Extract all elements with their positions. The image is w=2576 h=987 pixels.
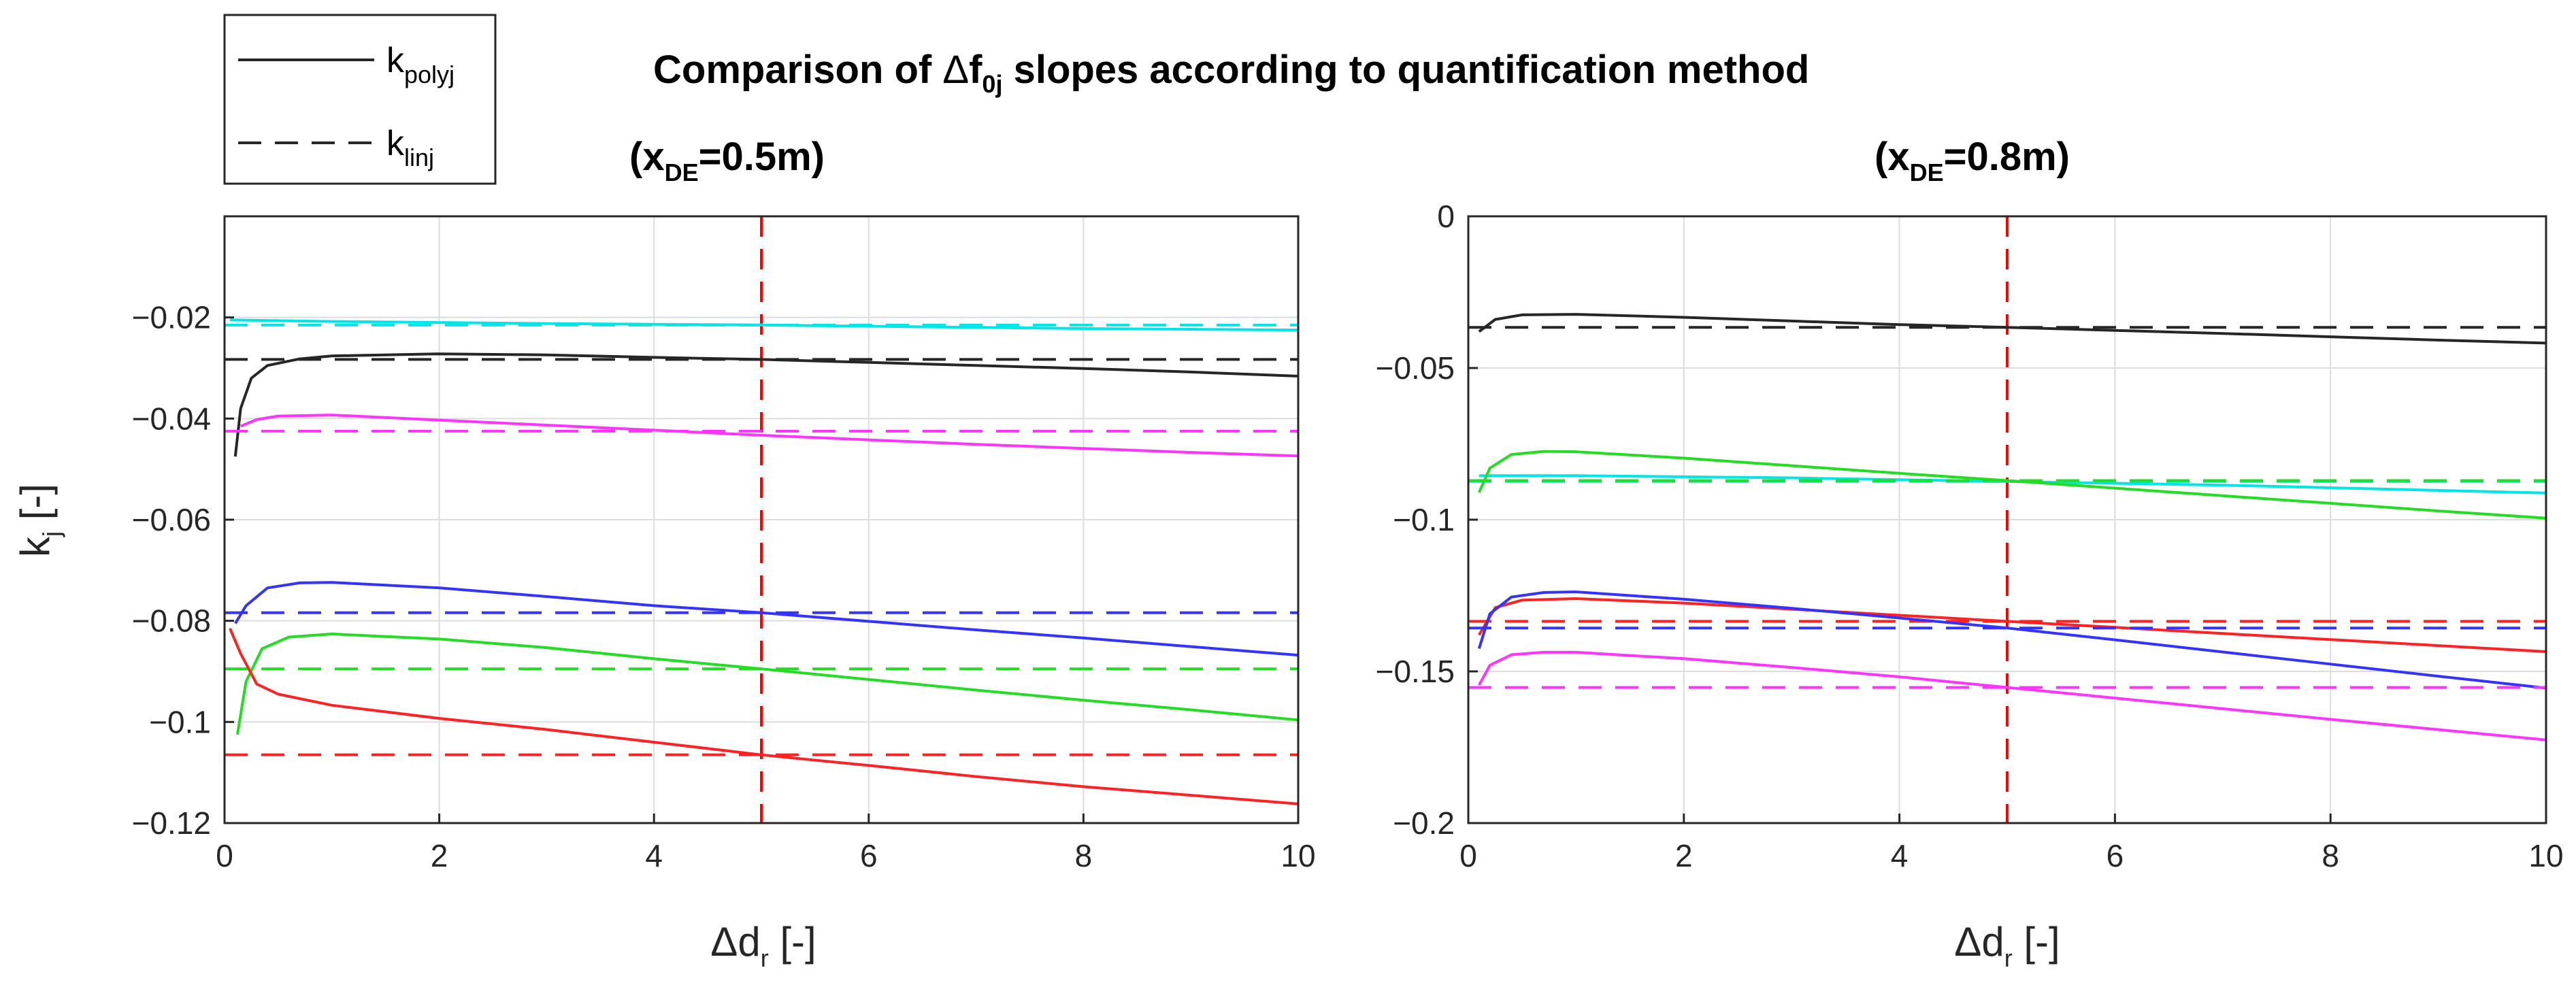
chart-right-ticks: 0 2 4 6 8 10 −0.2 −0.15 −0.1 −0.05 0 [1376,199,2564,873]
legend: kpolyj klinj [223,14,497,185]
chart-left-ytick-label: −0.04 [132,401,211,436]
legend-item-linj: klinj [386,124,434,171]
chart-right-xlabel: Δdr [-] [1954,919,2060,972]
chart-right-series-green-polyj [1477,450,2547,520]
chart-left-ticks: 0 2 4 6 8 10 −0.12 −0.1 −0.08 −0.06 −0.04 −0.02 [132,300,1316,873]
chart-right-ytick-label: −0.15 [1376,654,1455,689]
chart-left-axes-box [223,215,1300,824]
chart-right-series-blue-polyj [1477,590,2547,690]
chart-left: (xDE=0.5m) 0 2 4 6 8 10 −0.12 −0.1 −0.08 −0.06 −0.… [12,135,1316,972]
chart-right-ytick-label: −0.1 [1393,502,1455,537]
chart-left-ytick-label: −0.02 [132,300,211,335]
chart-right-series [1468,313,2547,741]
chart-right-xtick-label: 4 [1891,838,1909,873]
chart-right-grid [1468,216,2546,823]
chart-left-xtick-label: 6 [860,838,878,873]
chart-right-ytick-label: 0 [1437,199,1455,234]
chart-right: (xDE=0.8m) 0 2 4 6 8 10 −0.2 −0.15 −0.1 −0.05 0 Δd… [1376,135,2564,972]
chart-right-xtick-label: 2 [1675,838,1693,873]
chart-right-axes-box [1467,215,2547,824]
chart-left-ytick-label: −0.06 [132,502,211,537]
chart-right-ytick-label: −0.05 [1376,350,1455,386]
chart-right-xtick-label: 10 [2528,838,2563,873]
chart-left-xtick-label: 0 [216,838,233,873]
figure-title: Comparison of Δf0j slopes according to q… [653,48,1809,98]
chart-right-series-magenta-polyj [1478,650,2547,741]
chart-left-series-magenta-polyj [240,414,1299,458]
chart-right-title: (xDE=0.8m) [1875,135,2070,186]
chart-left-ylabel: kj [-] [12,484,65,557]
chart-left-series-red-polyj [229,628,1299,805]
chart-left-xtick-label: 2 [431,838,448,873]
chart-right-series-cyan-polyj [1479,474,2547,495]
chart-left-series-black-polyj [233,352,1299,457]
chart-right-series-red-polyj [1478,597,2547,653]
chart-right-xtick-label: 6 [2107,838,2124,873]
chart-right-xtick-label: 8 [2322,838,2339,873]
chart-left-xtick-label: 4 [645,838,663,873]
chart-right-series-black-polyj [1478,313,2547,345]
chart-right-ytick-label: −0.2 [1393,805,1455,841]
chart-right-xtick-label: 0 [1459,838,1477,873]
chart-left-ytick-label: −0.12 [132,805,211,841]
chart-left-xtick-label: 10 [1281,838,1315,873]
chart-left-title: (xDE=0.5m) [629,135,825,186]
legend-frame [223,14,497,185]
chart-left-ytick-label: −0.08 [132,603,211,639]
chart-left-ytick-label: −0.1 [149,704,211,739]
chart-left-series-cyan-polyj [229,318,1299,332]
chart-left-series-blue-polyj [234,581,1299,657]
chart-left-xtick-label: 8 [1075,838,1093,873]
chart-left-xlabel: Δdr [-] [710,919,816,972]
chart-left-series [225,318,1299,805]
legend-item-polyj: kpolyj [386,41,455,88]
chart-left-series-green-polyj [235,633,1299,735]
